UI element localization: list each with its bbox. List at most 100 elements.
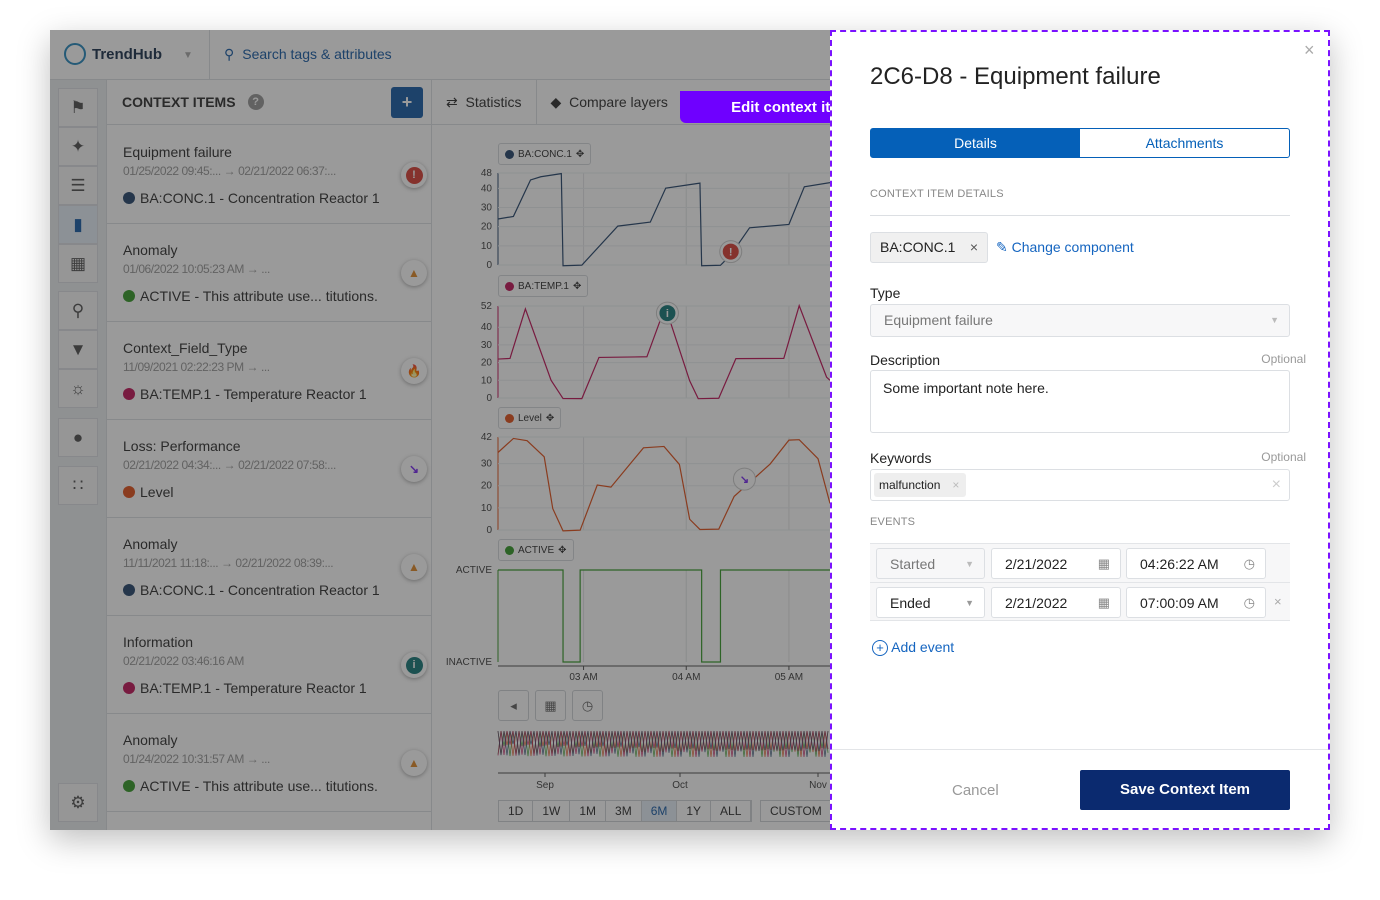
y-tick-label: 30 — [481, 203, 493, 214]
item-dates: 01/24/2022 10:31:57 AM → ... — [123, 752, 270, 766]
close-icon[interactable]: × — [1304, 40, 1315, 60]
y-tick-label: 40 — [481, 322, 493, 333]
help-icon[interactable]: ? — [247, 94, 264, 110]
add-event-button[interactable]: + Add event — [872, 639, 954, 656]
statistics-button[interactable]: ⇄ Statistics — [432, 79, 537, 125]
bulb-icon[interactable]: ● — [58, 418, 98, 457]
y-tick-label: 40 — [481, 183, 493, 194]
range-1m-button[interactable]: 1M — [570, 801, 607, 821]
keywords-input[interactable]: malfunction × × — [870, 469, 1290, 501]
range-1d-button[interactable]: 1D — [499, 801, 534, 821]
attribute-color-dot — [123, 780, 135, 792]
modal-title: 2C6-D8 - Equipment failure — [870, 63, 1161, 90]
plus-circle-icon: + — [872, 640, 888, 656]
clear-icon[interactable]: × — [1271, 476, 1281, 493]
move-icon: ✥ — [575, 148, 585, 160]
y-tick-label: 20 — [481, 222, 493, 233]
event-date-input[interactable]: 2/21/2022 ▦ — [991, 587, 1121, 618]
compare-layers-button[interactable]: ◆ Compare layers — [550, 93, 668, 110]
range-selector: 1D 1W 1M 3M 6M 1Y ALL — [498, 800, 753, 822]
warning-icon[interactable]: ▲ — [401, 260, 427, 286]
series-line-active — [498, 569, 830, 663]
gear-icon[interactable]: ⚙ — [58, 783, 98, 822]
search-placeholder: Search tags & attributes — [242, 46, 392, 62]
filter-icon[interactable]: ▼ — [58, 330, 98, 369]
comment-icon[interactable]: ▮ — [58, 205, 98, 244]
divider — [832, 749, 1328, 750]
add-context-item-button[interactable]: + — [391, 87, 423, 118]
modal-backdrop[interactable] — [50, 30, 830, 830]
context-items-header: CONTEXT ITEMS ? + — [107, 80, 431, 125]
info-icon[interactable]: i — [401, 652, 427, 678]
tab-attachments[interactable]: Attachments — [1145, 135, 1224, 151]
range-1y-button[interactable]: 1Y — [677, 801, 712, 821]
trend-down-icon[interactable]: ↘ — [401, 456, 427, 482]
item-attribute: BA:CONC.1 - Concentration Reactor 1 — [123, 582, 380, 598]
clock-icon[interactable]: ◷ — [572, 690, 603, 721]
asset-icon[interactable]: ✦ — [58, 127, 98, 166]
search-icon[interactable]: ⚲ — [58, 291, 98, 330]
y-tick-label: 30 — [481, 459, 493, 470]
context-item[interactable]: Information 02/21/2022 03:46:16 AM BA:TE… — [107, 616, 432, 714]
move-icon: ✥ — [545, 412, 555, 424]
description-textarea[interactable]: Some important note here. — [870, 370, 1290, 433]
context-item[interactable]: Anomaly 11/11/2021 11:18:... → 02/21/202… — [107, 518, 432, 616]
search-input[interactable]: ⚲ Search tags & attributes — [224, 46, 392, 63]
info-icon-badge — [659, 305, 676, 322]
warning-icon[interactable]: ▲ — [401, 750, 427, 776]
event-time-input[interactable]: 04:26:22 AM ◷ — [1126, 548, 1266, 579]
chevron-down-icon: ▼ — [1270, 315, 1279, 325]
event-date-input[interactable]: 2/21/2022 ▦ — [991, 548, 1121, 579]
remove-event-icon[interactable]: × — [1274, 594, 1282, 609]
remove-keyword-icon[interactable]: × — [952, 478, 960, 492]
series-legend[interactable]: Level ✥ — [498, 407, 562, 429]
nav-left-button[interactable]: ◂ — [498, 690, 529, 721]
move-icon: ✥ — [572, 280, 582, 292]
fingerprint-icon[interactable]: ☼ — [58, 369, 98, 408]
calendar-icon: ▦ — [1097, 594, 1110, 610]
cancel-button[interactable]: Cancel — [952, 782, 999, 799]
event-type-select[interactable]: Ended ▼ — [876, 587, 985, 618]
panel-title: CONTEXT ITEMS — [122, 94, 236, 110]
flame-icon[interactable]: 🔥 — [401, 358, 427, 384]
move-icon: ✥ — [558, 544, 567, 556]
range-6m-button[interactable]: 6M — [641, 801, 678, 821]
series-line-level — [497, 437, 830, 532]
range-1w-button[interactable]: 1W — [533, 801, 571, 821]
exclamation-icon[interactable]: ! — [401, 162, 427, 188]
change-component-link[interactable]: ✎ Change component — [996, 239, 1134, 256]
range-3m-button[interactable]: 3M — [606, 801, 642, 821]
logo[interactable]: TrendHub — [64, 43, 162, 65]
tag-icon[interactable]: ⚑ — [58, 88, 98, 127]
trend-charts[interactable]: 0 10 20 30 40 48 0 10 20 30 40 52 0 10 20 30 42 INACTIVE A… — [432, 125, 830, 830]
layers-icon[interactable]: ☰ — [58, 166, 98, 205]
range-all-button[interactable]: ALL — [711, 801, 752, 821]
remove-component-icon[interactable]: × — [969, 239, 978, 255]
tab-details[interactable]: Details — [871, 129, 1080, 157]
context-item[interactable]: Anomaly 01/06/2022 10:05:23 AM → ... ACT… — [107, 224, 432, 322]
chevron-down-icon[interactable]: ▼ — [183, 50, 193, 61]
dashboard-icon[interactable]: ▦ — [58, 244, 98, 283]
y-tick-label: 10 — [481, 375, 493, 386]
series-legend[interactable]: BA:CONC.1 ✥ — [498, 143, 592, 165]
item-title: Equipment failure — [123, 144, 232, 160]
calendar-icon[interactable]: ▦ — [535, 690, 566, 721]
context-item[interactable]: Loss: Performance 02/21/2022 04:34:... →… — [107, 420, 432, 518]
x-tick-label: 04 AM — [672, 672, 700, 683]
y-tick-label: ACTIVE — [456, 565, 492, 576]
custom-range-button[interactable]: CUSTOM — [760, 800, 830, 822]
item-title: Information — [123, 634, 194, 650]
event-time-input[interactable]: 07:00:09 AM ◷ — [1126, 587, 1266, 618]
event-type-select[interactable]: Started ▼ — [876, 548, 985, 579]
type-select[interactable]: Equipment failure ▼ — [870, 304, 1290, 337]
save-context-item-button[interactable]: Save Context Item — [1080, 770, 1290, 810]
chevron-down-icon: ▼ — [965, 558, 974, 569]
context-item[interactable]: Anomaly 01/24/2022 10:31:57 AM → ... ACT… — [107, 714, 432, 812]
scatter-icon[interactable]: ∷ — [58, 466, 98, 505]
warning-icon[interactable]: ▲ — [401, 554, 427, 580]
context-item[interactable]: Equipment failure 01/25/2022 09:45:... →… — [107, 126, 432, 224]
attribute-color-dot — [123, 290, 135, 302]
series-legend[interactable]: BA:TEMP.1 ✥ — [498, 275, 589, 297]
context-item[interactable]: Context_Field_Type 11/09/2021 02:22:23 P… — [107, 322, 432, 420]
series-legend[interactable]: ACTIVE ✥ — [498, 539, 574, 561]
